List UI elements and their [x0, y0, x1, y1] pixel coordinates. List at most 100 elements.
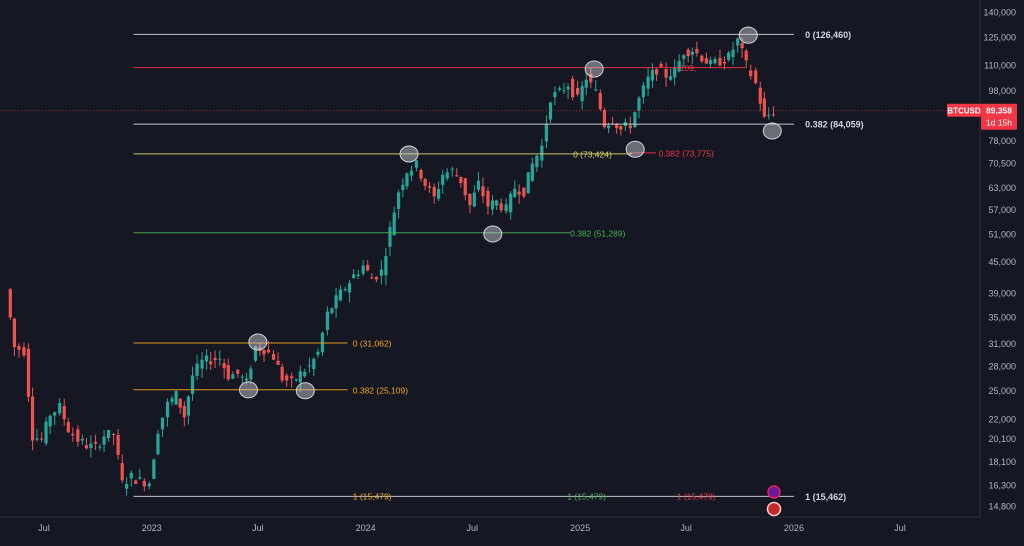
- candle-body: [116, 434, 120, 455]
- candle-body: [222, 363, 226, 369]
- candle-body: [727, 52, 731, 60]
- y-tick-label: 16,300: [988, 480, 1016, 490]
- fib-level-label: 0 (31,062): [353, 339, 392, 349]
- candle-body: [120, 463, 124, 481]
- candle-body: [307, 365, 312, 367]
- candle-body: [147, 483, 151, 487]
- y-tick-label: 31,000: [988, 339, 1016, 349]
- candle-body: [749, 70, 753, 77]
- candle-body: [654, 69, 659, 75]
- candle-body: [641, 85, 645, 98]
- candle-body: [686, 49, 690, 57]
- highlight-circle: [762, 122, 782, 140]
- y-tick-label: 63,000: [988, 183, 1016, 193]
- candle-body: [690, 51, 694, 55]
- candle-body: [266, 349, 271, 353]
- candle-body: [312, 358, 316, 370]
- candle-body: [30, 396, 35, 441]
- y-tick-label: 125,000: [983, 32, 1016, 42]
- candle-body: [40, 438, 44, 440]
- candle-body: [125, 483, 129, 489]
- highlight-circle: [584, 60, 604, 78]
- candle-body: [352, 274, 356, 279]
- candle-body: [576, 88, 580, 95]
- candle-body: [718, 57, 722, 66]
- candle-body: [76, 429, 80, 442]
- highlight-circle: [625, 140, 645, 158]
- candle-body: [129, 472, 133, 479]
- candle-body: [53, 412, 57, 416]
- candle-body: [427, 186, 432, 188]
- candle-body: [316, 351, 320, 355]
- x-tick-label: Jul: [680, 523, 692, 533]
- candle-body: [218, 358, 222, 360]
- candle-body: [379, 269, 383, 276]
- candle-body: [633, 112, 637, 128]
- candle-body: [236, 369, 240, 374]
- candle-body: [437, 188, 441, 199]
- y-tick-label: 57,000: [988, 205, 1016, 215]
- candle-body: [566, 86, 570, 90]
- candle-body: [584, 79, 588, 88]
- candle-body: [553, 92, 557, 98]
- candle-body: [664, 69, 668, 78]
- candle-body: [397, 192, 401, 209]
- x-tick-label: Jul: [467, 523, 479, 533]
- candle-body: [455, 175, 459, 177]
- current-price-countdown: 1d 15h: [986, 118, 1012, 128]
- candle-body: [200, 359, 204, 369]
- candle-body: [615, 123, 619, 129]
- candle-body: [450, 168, 454, 170]
- candle-body: [343, 289, 347, 291]
- candle-body: [637, 97, 641, 111]
- candle-body: [606, 125, 611, 129]
- x-tick-label: 2024: [356, 523, 376, 533]
- candle-body: [731, 49, 735, 58]
- candle-body: [476, 180, 481, 190]
- candle-body: [548, 102, 553, 120]
- candle-body: [366, 265, 370, 271]
- candle-body: [459, 176, 463, 184]
- x-tick-label: Jul: [252, 523, 264, 533]
- candle-body: [84, 445, 89, 449]
- y-tick-label: 18,100: [988, 457, 1016, 467]
- candle-body: [713, 58, 717, 64]
- candle-body: [195, 363, 199, 376]
- candle-body: [504, 204, 508, 212]
- candle-body: [517, 191, 521, 195]
- candle-body: [347, 283, 352, 293]
- fib-level-label: 0 (73,424): [573, 149, 612, 159]
- candle-body: [562, 90, 566, 92]
- candle-body: [708, 60, 713, 65]
- y-tick-label: 20,100: [988, 434, 1016, 444]
- candle-body: [290, 376, 294, 379]
- candle-body: [186, 396, 191, 416]
- candle-body: [526, 172, 530, 194]
- candle-body: [361, 265, 365, 274]
- fib-level-label: 109,: [680, 63, 697, 73]
- fib-level-label: 1 (15,479): [677, 492, 716, 502]
- fib-level-label: 1 (15,479): [567, 492, 606, 502]
- candle-body: [414, 160, 419, 168]
- x-tick-label: 2025: [570, 523, 590, 533]
- candle-body: [152, 459, 156, 479]
- event-icon: [767, 485, 781, 499]
- candle-body: [423, 179, 427, 186]
- y-tick-label: 78,000: [988, 136, 1016, 146]
- candle-body: [767, 114, 771, 116]
- candle-body: [401, 184, 405, 191]
- highlight-circle: [248, 333, 268, 351]
- candle-body: [557, 88, 562, 90]
- candle-body: [370, 277, 374, 279]
- candle-body: [160, 417, 165, 430]
- candle-body: [405, 173, 409, 187]
- candle-body: [22, 347, 26, 356]
- candle-body: [226, 365, 230, 380]
- candle-body: [589, 73, 593, 83]
- candle-body: [535, 155, 539, 168]
- candle-body: [682, 55, 686, 59]
- candle-body: [156, 433, 160, 455]
- candle-body: [392, 212, 396, 236]
